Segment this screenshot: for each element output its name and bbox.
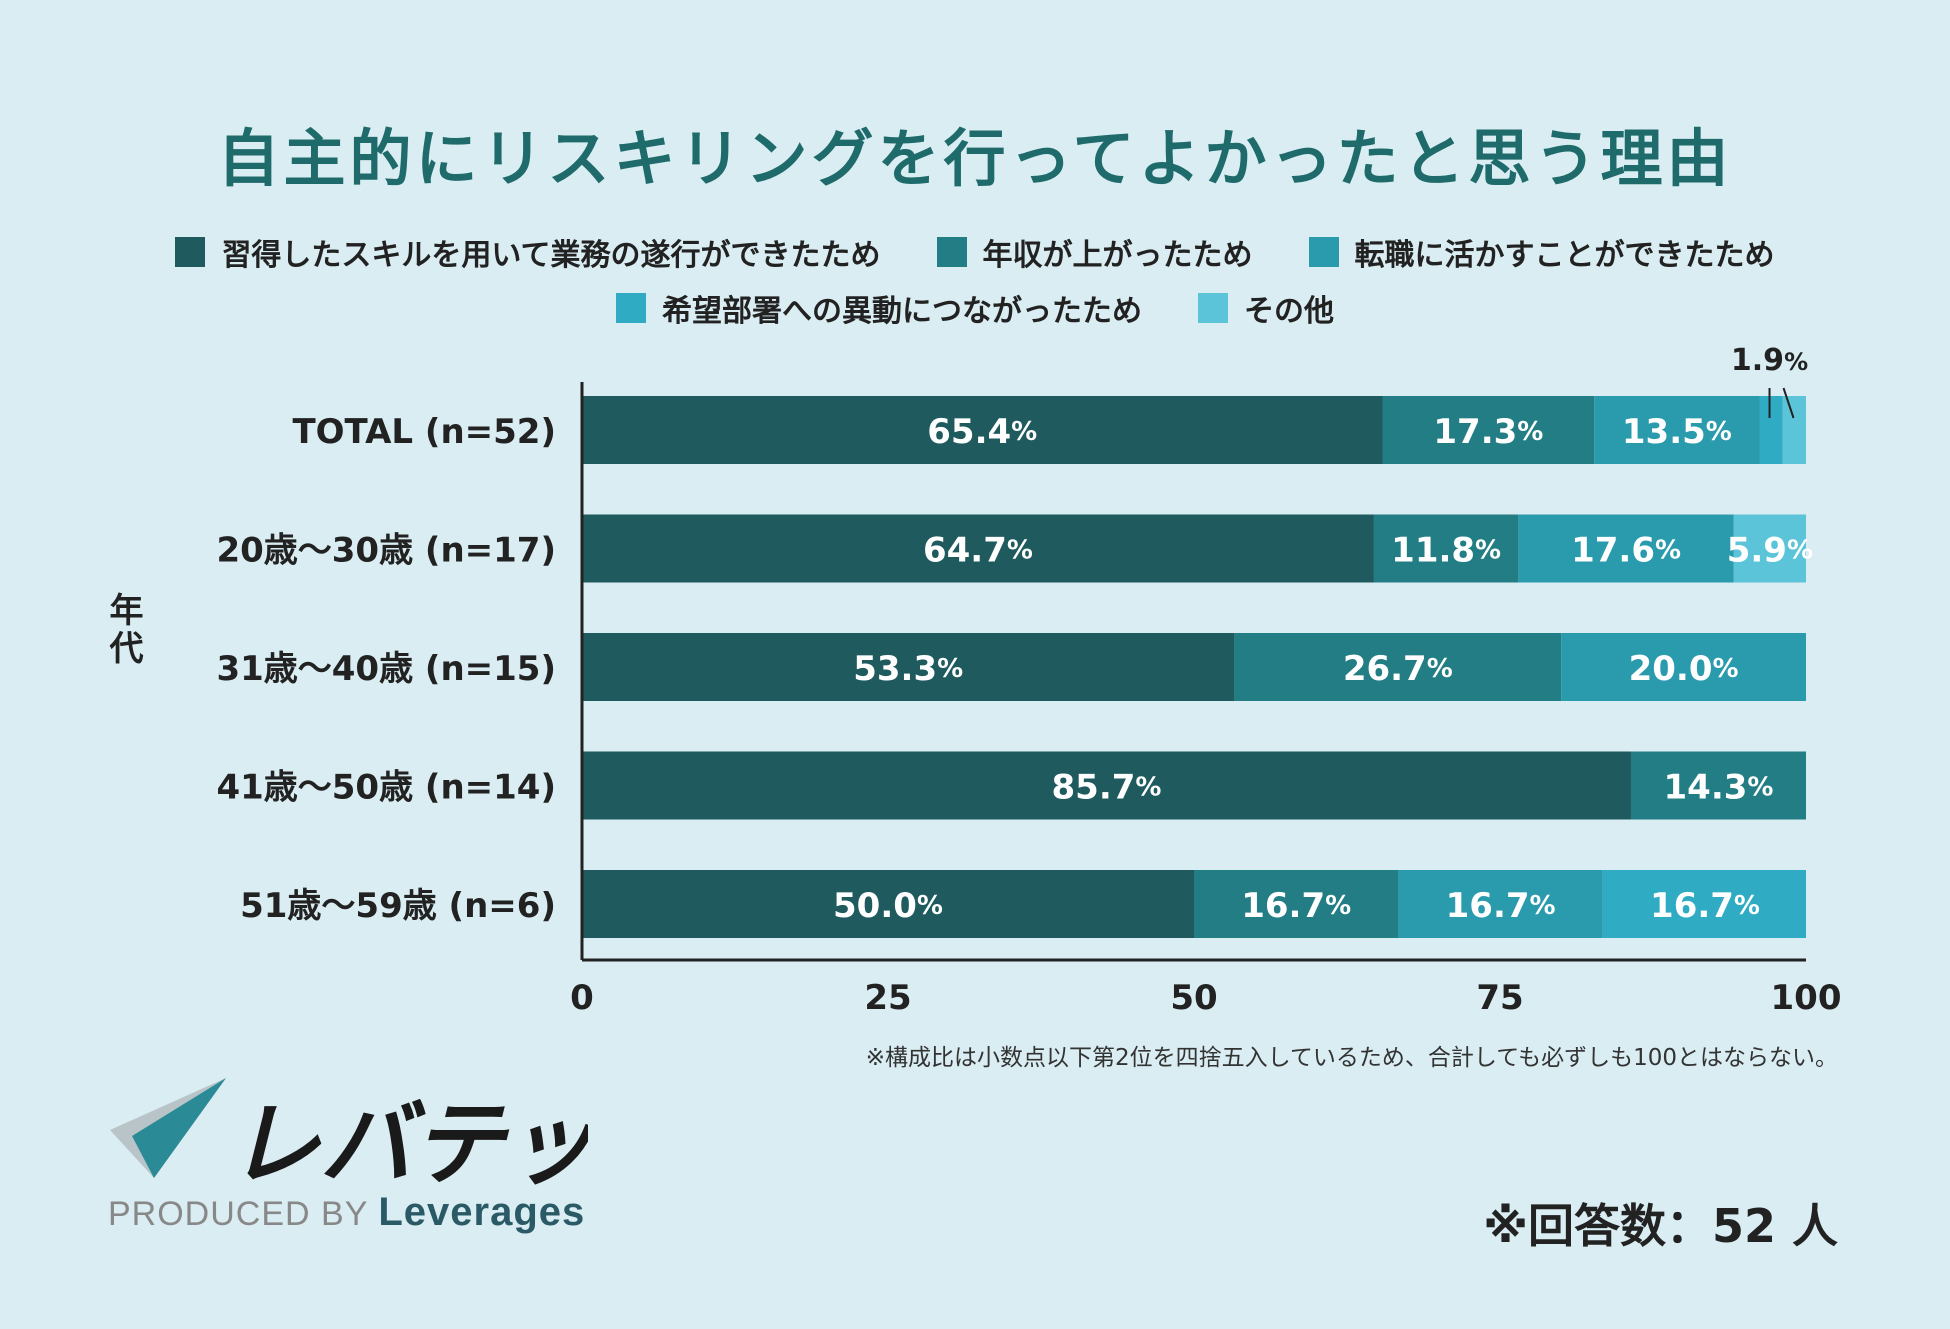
produced-by: PRODUCED BY Leverages xyxy=(108,1190,585,1235)
x-tick-label: 50 xyxy=(1170,978,1217,1018)
legend-item: 希望部署への異動につながったため xyxy=(616,286,1142,330)
data-label: 16.7% xyxy=(1241,886,1351,926)
bar-segment xyxy=(1782,396,1806,464)
legend-swatch xyxy=(175,237,206,267)
data-label: 65.4% xyxy=(927,412,1037,452)
category-label: 20歳〜30歳 (n=17) xyxy=(216,531,556,571)
y-axis-label: 年代 xyxy=(103,592,143,668)
x-tick-label: 0 xyxy=(570,978,594,1018)
data-label: 85.7% xyxy=(1052,768,1162,808)
legend-item: その他 xyxy=(1198,286,1334,330)
data-label: 17.3% xyxy=(1433,412,1543,452)
bar-segment xyxy=(582,396,1383,464)
callout-leader xyxy=(1782,387,1795,419)
data-label: 53.3% xyxy=(853,649,963,689)
legend-swatch xyxy=(616,293,646,323)
legend-row-2: 希望部署への異動につながったため その他 xyxy=(0,286,1950,330)
bar-segment xyxy=(1594,396,1760,464)
data-label: 26.7% xyxy=(1343,649,1453,689)
legend-item: 年収が上がったため xyxy=(936,230,1253,274)
bar-segment xyxy=(582,751,1631,820)
x-tick-label: 25 xyxy=(864,978,911,1018)
bar-segment xyxy=(1398,870,1603,938)
bar-segment xyxy=(1518,514,1734,583)
category-label: TOTAL (n=52) xyxy=(292,412,556,452)
bar-segment xyxy=(582,870,1194,938)
data-label: 64.7% xyxy=(923,531,1033,571)
brand-name: Leverages xyxy=(378,1190,586,1234)
legend-swatch xyxy=(936,237,967,267)
legend-swatch xyxy=(1308,237,1339,267)
chart-title: 自主的にリスキリングを行ってよかったと思う理由 xyxy=(217,122,1733,195)
bar-segment xyxy=(582,633,1235,701)
bar-segment xyxy=(1602,870,1806,938)
legend-item: 習得したスキルを用いて業務の遂行ができたため xyxy=(175,230,881,274)
data-label: 5.9% xyxy=(1727,531,1813,571)
bar-segment xyxy=(1561,633,1806,701)
legend-label: 転職に活かすことができたため xyxy=(1354,238,1775,273)
callout-label: 1.9% xyxy=(1731,343,1808,378)
category-label: 51歳〜59歳 (n=6) xyxy=(240,886,556,926)
bar-segment xyxy=(1194,870,1399,938)
produced-by-label: PRODUCED BY xyxy=(108,1195,369,1233)
legend-label: その他 xyxy=(1244,294,1334,329)
legend-swatch xyxy=(1198,293,1228,323)
data-label: 20.0% xyxy=(1629,649,1739,689)
category-label: 41歳〜50歳 (n=14) xyxy=(216,768,556,808)
legend-label: 習得したスキルを用いて業務の遂行ができたため xyxy=(221,238,881,273)
footnote: ※構成比は小数点以下第2位を四捨五入しているため、合計しても必ずしも100とはな… xyxy=(865,1045,1838,1071)
x-tick-label: 75 xyxy=(1476,978,1523,1018)
bar-segment xyxy=(1759,396,1783,464)
data-label: 13.5% xyxy=(1622,412,1732,452)
bar-segment xyxy=(1382,396,1595,464)
legend-row-1: 習得したスキルを用いて業務の遂行ができたため 年収が上がったため 転職に活かすこ… xyxy=(0,230,1950,274)
bar-segment xyxy=(1733,514,1806,583)
levatech-logo: レバテック xyxy=(110,1078,588,1198)
data-label: 50.0% xyxy=(833,886,943,926)
x-tick-label: 100 xyxy=(1771,978,1842,1018)
legend-label: 希望部署への異動につながったため xyxy=(662,294,1142,329)
bar-segment xyxy=(1630,751,1806,820)
data-label: 14.3% xyxy=(1664,768,1774,808)
logo-text: レバテック xyxy=(228,1091,588,1198)
legend-label: 年収が上がったため xyxy=(982,238,1253,273)
bar-segment xyxy=(582,514,1374,583)
category-label: 31歳〜40歳 (n=15) xyxy=(216,649,556,689)
data-label: 17.6% xyxy=(1571,531,1681,571)
respondent-count: ※回答数：52 人 xyxy=(1483,1199,1838,1253)
bar-segment xyxy=(1373,514,1519,583)
data-label: 16.7% xyxy=(1650,886,1760,926)
data-label: 11.8% xyxy=(1391,531,1501,571)
legend-item: 転職に活かすことができたため xyxy=(1308,230,1775,274)
bar-segment xyxy=(1234,633,1562,701)
logo-mark-dark xyxy=(132,1078,226,1178)
data-label: 16.7% xyxy=(1446,886,1556,926)
